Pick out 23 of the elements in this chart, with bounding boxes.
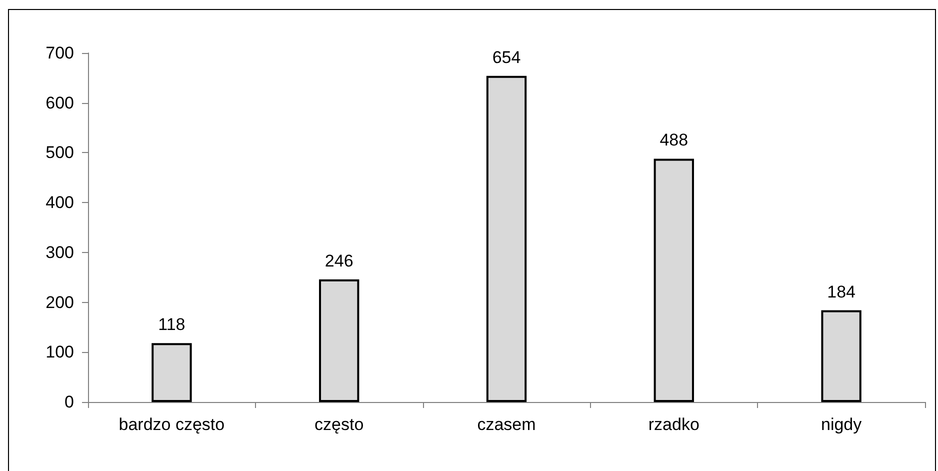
data-label: 654 [492,48,521,67]
x-tick-label: często [314,415,364,434]
x-tick-label: rzadko [648,415,700,434]
bar [319,279,360,402]
y-tick-label: 600 [46,93,74,112]
data-label: 118 [158,315,186,334]
y-tick-label: 300 [46,242,74,262]
y-tick-label: 400 [46,193,74,212]
y-tick-label: 200 [46,292,74,312]
bar [821,310,862,402]
data-label: 246 [324,251,354,270]
data-label: 488 [660,130,688,150]
y-tick-label: 700 [46,44,74,62]
bar [654,158,694,402]
bar [152,343,192,402]
y-tick-label: 100 [46,342,74,362]
x-tick-label: czasem [477,415,536,434]
x-tick-label: nigdy [820,415,862,434]
y-tick-label: 500 [46,143,74,162]
y-tick-label: 0 [64,392,74,412]
data-label: 184 [827,282,856,302]
x-tick-label: bardzo często [118,415,225,434]
bar [486,76,527,402]
